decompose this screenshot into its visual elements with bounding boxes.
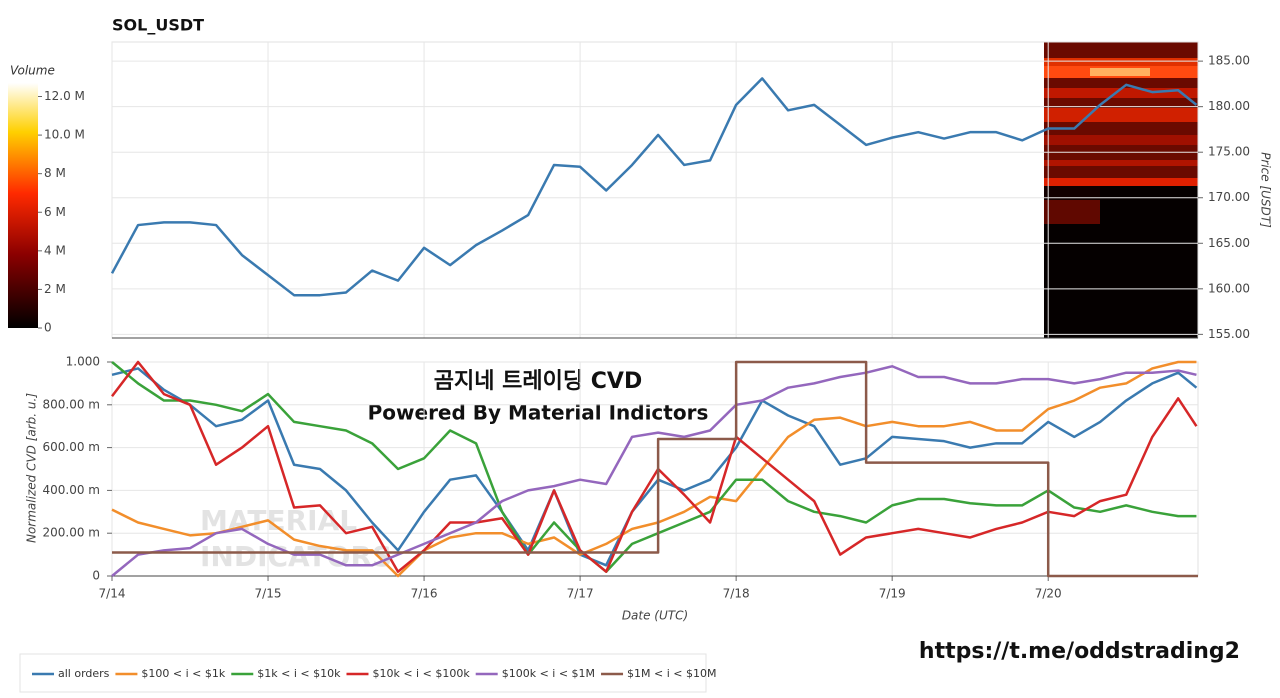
y-tick-label: 160.00	[1208, 281, 1250, 295]
y-tick-label: 180.00	[1208, 99, 1250, 113]
x-tick-label: 7/16	[411, 587, 438, 601]
x-tick-label: 7/19	[879, 587, 906, 601]
colorbar-tick-label: 2 M	[44, 282, 66, 296]
y-tick-label: 155.00	[1208, 327, 1250, 341]
legend-label: all orders	[58, 667, 110, 680]
heatmap	[1044, 42, 1198, 338]
x-tick-label: 7/20	[1035, 587, 1062, 601]
y-axis-title: Normalized CVD [arb. u.]	[25, 393, 39, 543]
colorbar-tick-label: 4 M	[44, 243, 66, 257]
footer-link: https://t.me/oddstrading2	[919, 639, 1240, 664]
y-tick-label: 0	[92, 569, 100, 583]
x-axis-title: Date (UTC)	[622, 609, 688, 623]
watermark: INDICATORS	[200, 540, 392, 573]
chart-title: SOL_USDT	[112, 16, 204, 35]
colorbar-title: Volume	[10, 64, 55, 78]
legend-label: $1k < i < $10k	[257, 667, 341, 680]
legend-label: $1M < i < $10M	[627, 667, 716, 680]
y-tick-label: 800.00 m	[43, 397, 101, 411]
series-line	[112, 360, 1198, 578]
y-tick-label: 170.00	[1208, 190, 1250, 204]
plot-frame	[111, 41, 1199, 339]
y-tick-label: 1.000	[66, 355, 100, 369]
x-tick-label: 7/15	[255, 587, 282, 601]
legend-label: $100 < i < $1k	[141, 667, 225, 680]
y-tick-label: 400.00 m	[43, 483, 101, 497]
series-line	[110, 77, 1198, 297]
y-tick-label: 175.00	[1208, 145, 1250, 159]
annotation: 곰지네 트레이딩 CVD	[434, 369, 642, 394]
colorbar-tick-label: 0	[44, 321, 52, 335]
y-axis-title: Price [USDT]	[1259, 152, 1273, 228]
y-tick-label: 165.00	[1208, 236, 1250, 250]
colorbar-tick-label: 10.0 M	[44, 128, 85, 142]
colorbar-tick-label: 12.0 M	[44, 89, 85, 103]
y-tick-label: 185.00	[1208, 54, 1250, 68]
y-tick-label: 200.00 m	[43, 526, 101, 540]
colorbar-tick-label: 8 M	[44, 166, 66, 180]
x-tick-label: 7/17	[567, 587, 594, 601]
y-tick-label: 600.00 m	[43, 440, 101, 454]
annotation: Powered By Material Indictors	[368, 401, 709, 425]
x-tick-label: 7/18	[723, 587, 750, 601]
series-line	[111, 365, 1197, 577]
colorbar-tick-label: 6 M	[44, 205, 66, 219]
x-tick-label: 7/14	[99, 587, 126, 601]
legend-label: $10k < i < $100k	[372, 667, 470, 680]
colorbar	[8, 83, 38, 328]
legend-label: $100k < i < $1M	[502, 667, 595, 680]
